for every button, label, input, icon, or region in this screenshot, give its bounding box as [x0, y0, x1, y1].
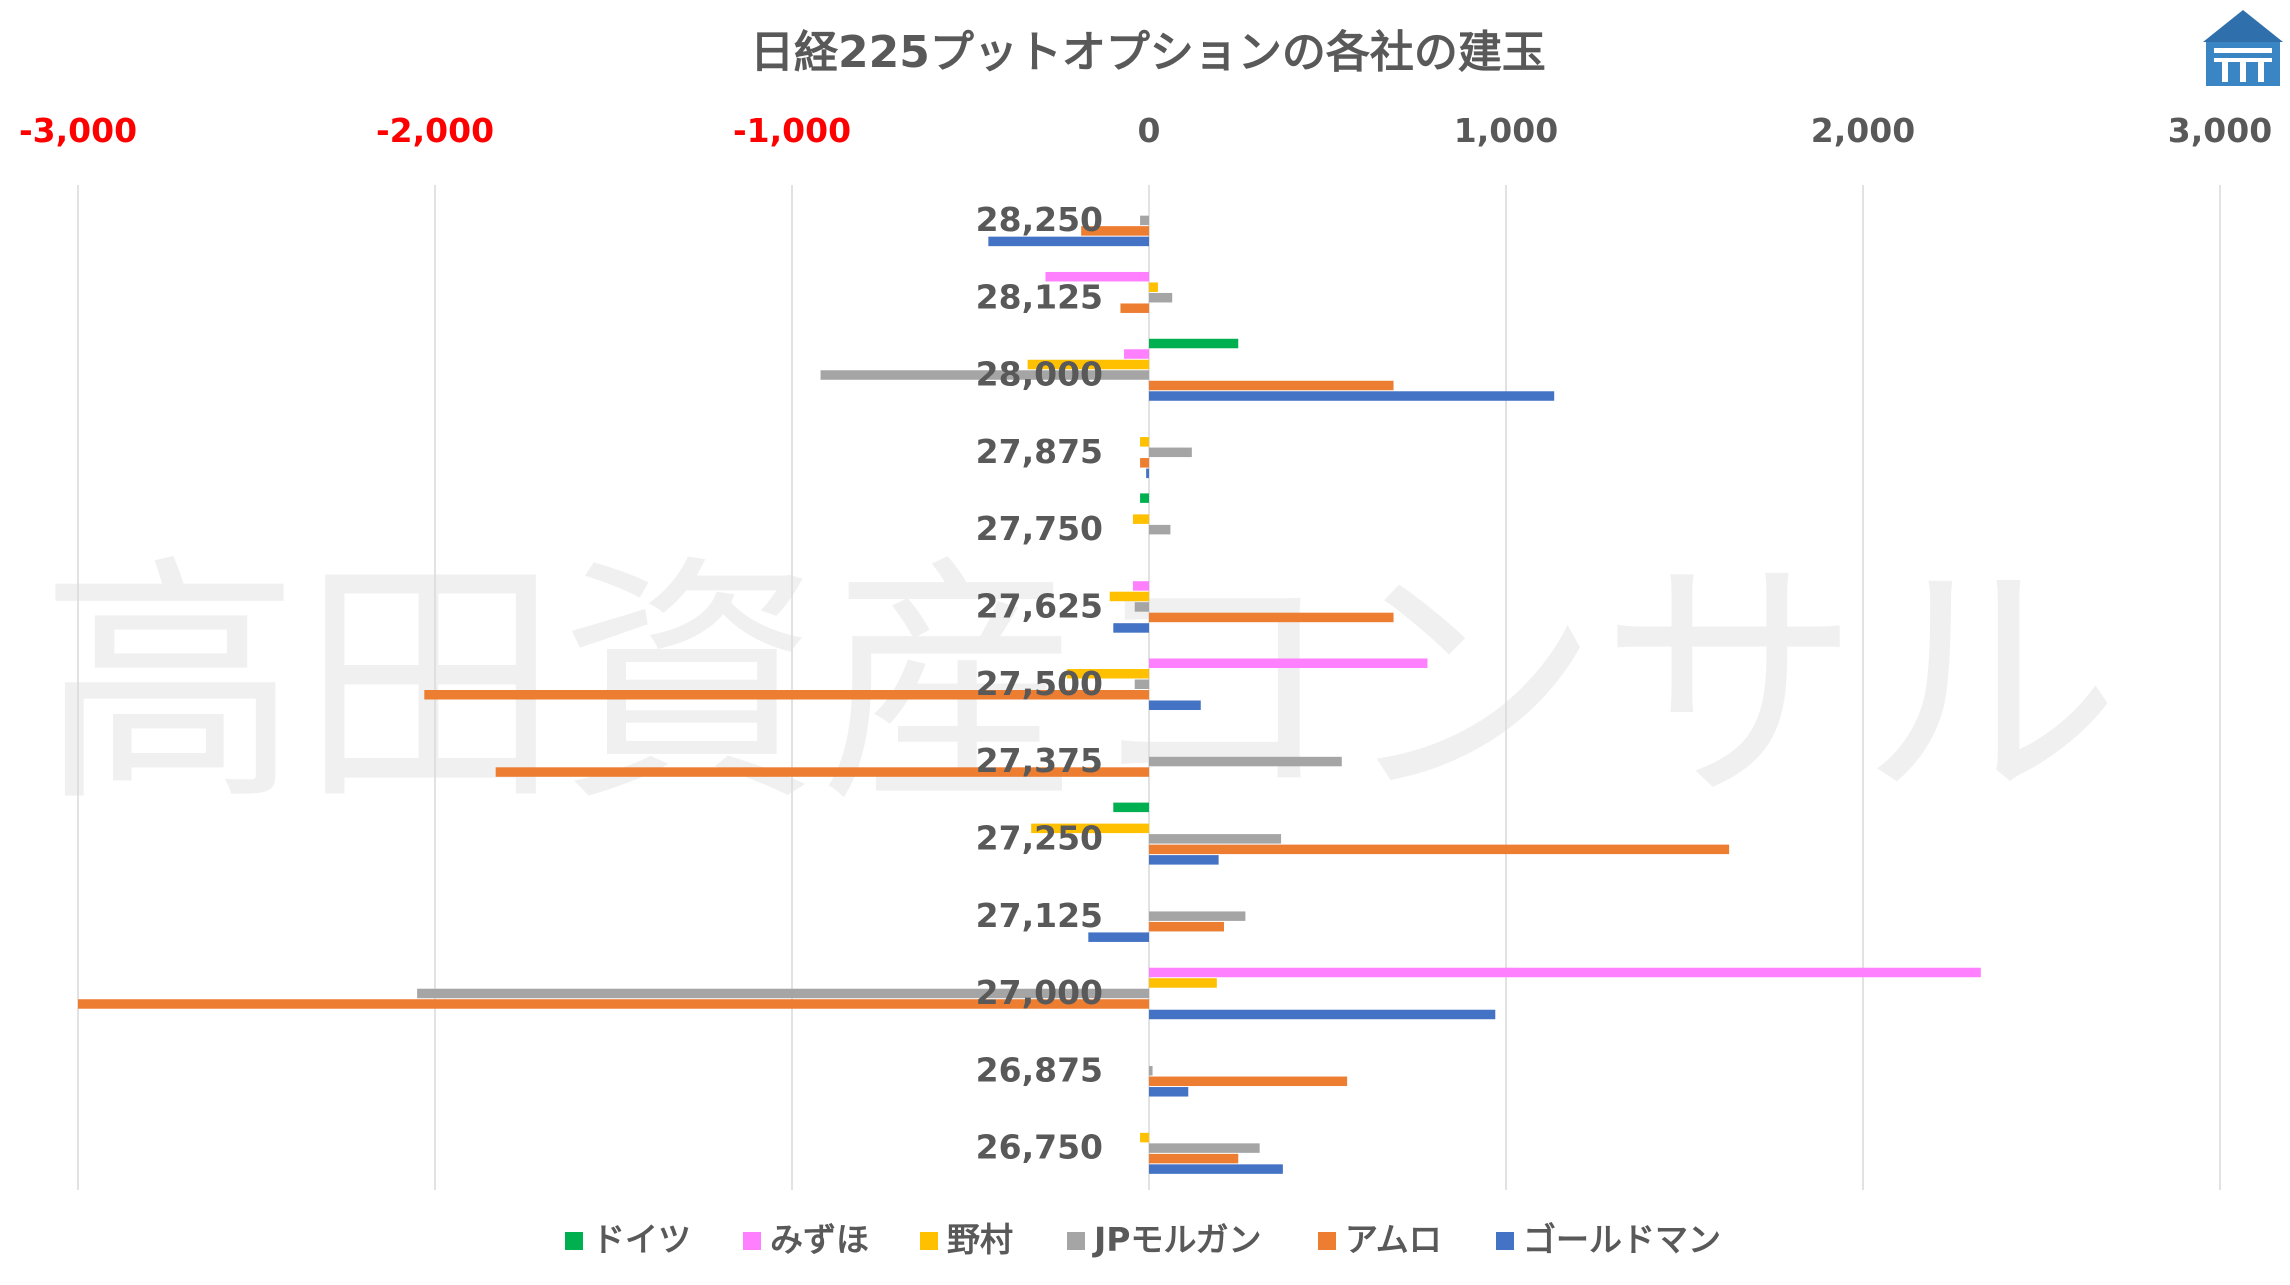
legend: ドイツ みずほ 野村 JPモルガン アムロ ゴールドマン	[565, 1220, 1721, 1259]
bar	[1149, 612, 1394, 623]
bar	[1149, 1153, 1239, 1164]
bar	[1140, 215, 1149, 226]
bar	[1149, 447, 1192, 458]
legend-swatch	[920, 1232, 938, 1250]
y-category-label: 27,625	[976, 587, 1103, 626]
bar	[1149, 1143, 1260, 1153]
legend-label: ドイツ	[592, 1220, 691, 1259]
x-tick-label: 2,000	[1811, 111, 1915, 150]
bar	[495, 767, 1149, 777]
y-category-label: 28,125	[976, 277, 1103, 316]
bar	[820, 370, 1149, 380]
bar	[1132, 514, 1149, 524]
x-tick-label: -2,000	[376, 111, 494, 150]
gridlines	[77, 185, 2221, 1190]
x-tick-label: 3,000	[2168, 111, 2272, 150]
watermark: 高田資産コンサル	[40, 535, 2120, 837]
bar	[1146, 468, 1149, 479]
bar	[1149, 380, 1394, 391]
bar	[1066, 669, 1149, 679]
bar	[1140, 458, 1149, 468]
bar	[1113, 802, 1149, 813]
y-category-label: 26,875	[976, 1050, 1103, 1089]
legend-label: ゴールドマン	[1523, 1220, 1721, 1259]
bar	[1149, 282, 1158, 292]
bar	[1088, 932, 1149, 942]
bar	[1081, 226, 1149, 236]
y-category-label: 27,250	[976, 818, 1103, 857]
legend-swatch	[743, 1232, 761, 1250]
bar	[1149, 1087, 1189, 1097]
x-tick-label: -1,000	[733, 111, 851, 150]
bar	[1149, 834, 1282, 844]
bar	[1149, 756, 1342, 767]
bar	[1149, 1164, 1283, 1174]
x-tick-label: 1,000	[1454, 111, 1558, 150]
bar	[1031, 823, 1149, 834]
bar	[1149, 338, 1239, 349]
bar	[1113, 623, 1149, 633]
bar	[1149, 1009, 1496, 1020]
bar	[424, 690, 1149, 700]
bar	[1149, 911, 1246, 921]
bars	[78, 215, 1981, 1174]
bar	[1134, 679, 1149, 689]
y-category-label: 27,000	[976, 973, 1103, 1012]
bar	[1149, 921, 1224, 932]
legend-swatch	[1496, 1232, 1514, 1250]
bar	[1149, 855, 1219, 865]
chart-title: 日経225プットオプションの各社の建玉	[750, 27, 1546, 78]
bar	[1149, 292, 1173, 303]
legend-label: みずほ	[770, 1220, 869, 1259]
legend-swatch	[1067, 1232, 1085, 1250]
bar	[1149, 524, 1171, 535]
y-category-label: 26,750	[976, 1128, 1103, 1167]
legend-swatch	[1318, 1232, 1336, 1250]
y-category-label: 27,750	[976, 509, 1103, 548]
bar	[1124, 349, 1149, 359]
bar	[1045, 271, 1149, 282]
y-category-label: 27,375	[976, 741, 1103, 780]
y-category-label: 27,875	[976, 432, 1103, 471]
legend-label: 野村	[947, 1220, 1013, 1259]
bar	[1149, 700, 1201, 710]
bar	[988, 236, 1149, 247]
logo-icon	[2203, 10, 2283, 86]
x-tick-label: 0	[1138, 111, 1161, 150]
legend-label: JPモルガン	[1092, 1220, 1261, 1259]
y-axis: 28,250 28,125 28,000 27,875 27,750 27,625 27,5…	[976, 200, 1103, 1167]
bar	[1140, 437, 1149, 447]
bar	[1149, 967, 1981, 978]
bar	[1149, 1066, 1153, 1076]
bar	[1149, 844, 1730, 855]
bar	[1149, 658, 1428, 668]
bar	[1149, 978, 1217, 988]
y-category-label: 28,000	[976, 355, 1103, 394]
bar	[1149, 391, 1555, 401]
y-category-label: 27,500	[976, 664, 1103, 703]
bar	[1132, 581, 1149, 591]
bar	[1109, 591, 1149, 602]
legend-label: アムロ	[1345, 1220, 1442, 1259]
y-category-label: 28,250	[976, 200, 1103, 239]
bar	[1120, 303, 1149, 313]
legend-swatch	[565, 1232, 583, 1250]
bar	[1134, 602, 1149, 612]
bar	[1140, 1132, 1149, 1143]
x-axis: -3,000 -2,000 -1,000 0 1,000 2,000 3,000	[19, 111, 2272, 150]
bar	[1027, 359, 1149, 370]
bar	[1149, 1076, 1348, 1087]
x-tick-label: -3,000	[19, 111, 137, 150]
bar	[78, 999, 1149, 1009]
bar	[417, 988, 1149, 999]
y-category-label: 27,125	[976, 896, 1103, 935]
bar	[1140, 493, 1149, 503]
